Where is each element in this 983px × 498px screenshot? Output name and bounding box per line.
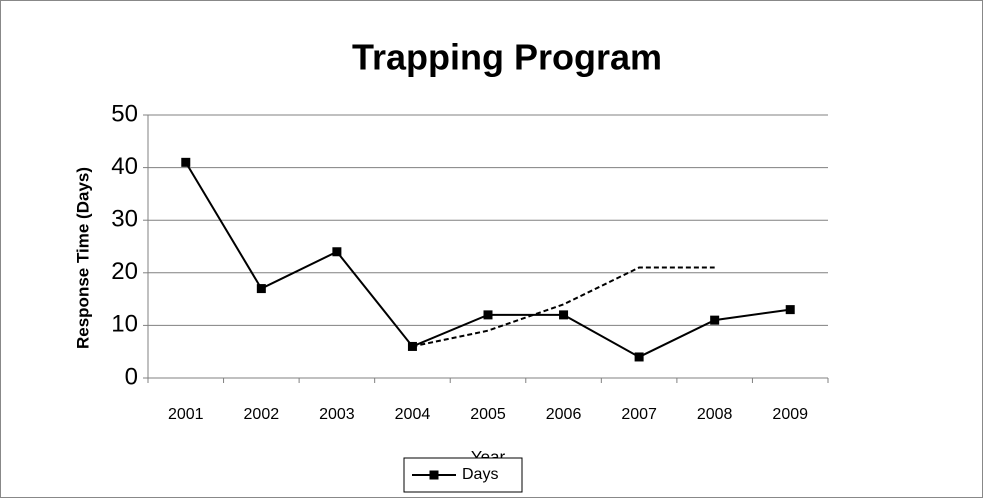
y-tick-label: 30	[111, 206, 138, 233]
point-marker	[634, 352, 644, 362]
x-tick-label: 2004	[395, 406, 431, 423]
point-marker	[559, 310, 569, 320]
chart-title: Trapping Program	[352, 37, 662, 78]
x-tick-label: 2002	[244, 406, 280, 423]
x-tick-label: 2003	[319, 406, 355, 423]
point-marker	[332, 247, 342, 257]
legend-marker	[429, 470, 439, 480]
y-tick-label: 10	[111, 311, 138, 338]
x-tick-label: 2008	[697, 406, 733, 423]
x-tick-label: 2006	[546, 406, 582, 423]
legend-label: Days	[462, 466, 498, 483]
x-tick-label: 2005	[470, 406, 506, 423]
y-axis-title: Response Time (Days)	[73, 167, 92, 349]
point-marker	[785, 305, 795, 315]
x-tick-label: 2001	[168, 406, 204, 423]
point-marker	[710, 315, 720, 325]
point-marker	[256, 284, 266, 294]
x-tick-label: 2007	[621, 406, 657, 423]
y-tick-label: 0	[125, 363, 138, 390]
y-tick-label: 40	[111, 153, 138, 180]
point-marker	[483, 310, 493, 320]
dashed-line	[412, 266, 715, 348]
point-marker	[181, 157, 191, 167]
x-tick-label: 2009	[772, 406, 808, 423]
y-tick-label: 50	[111, 100, 138, 127]
y-tick-label: 20	[111, 258, 138, 285]
